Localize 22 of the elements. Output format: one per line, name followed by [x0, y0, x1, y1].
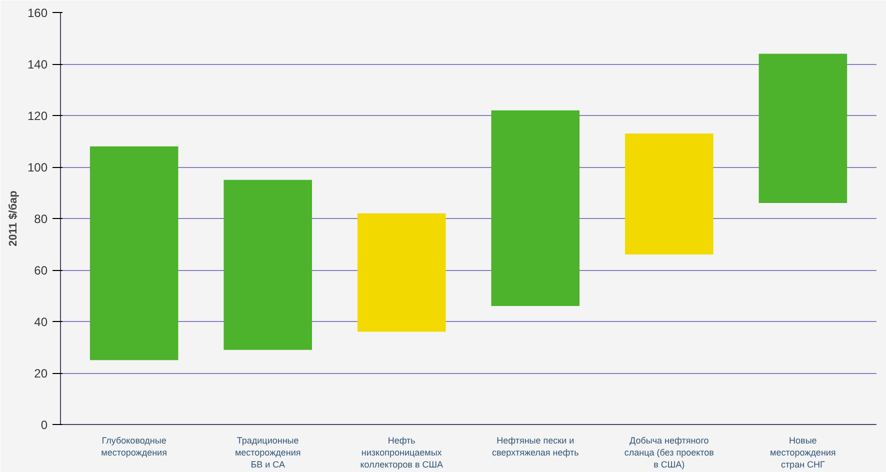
bar — [90, 146, 178, 360]
y-tick-label: 60 — [34, 264, 48, 278]
y-tick-label: 160 — [27, 6, 48, 20]
bar — [625, 134, 714, 255]
y-axis-title: 2011 $/бар — [7, 190, 20, 246]
bar — [224, 180, 312, 350]
x-tick-label: Нефть низкопроницаемых коллекторов в США — [360, 436, 443, 470]
x-tick-label: Добыча нефтяного сланца (без проектов в США) — [624, 436, 714, 470]
bar — [758, 54, 848, 204]
bar — [357, 213, 446, 332]
y-tick-label: 140 — [27, 58, 48, 72]
y-tick-label: 80 — [34, 212, 48, 226]
x-tick-label: Глубоководные месторождения — [101, 436, 168, 458]
y-tick-label: 100 — [27, 160, 48, 174]
y-tick-label: 0 — [40, 418, 48, 432]
x-tick-label: Нефтяные пески и сверхтяжелая нефть — [492, 436, 580, 458]
bar — [491, 110, 580, 306]
y-tick-label: 40 — [34, 315, 48, 329]
y-tick-label: 120 — [27, 109, 48, 123]
x-tick-label: Традиционные месторождения БВ и СА — [234, 436, 301, 470]
x-tick-label: Новые месторождения стран СНГ — [770, 436, 836, 470]
y-tick-label: 20 — [34, 366, 48, 380]
